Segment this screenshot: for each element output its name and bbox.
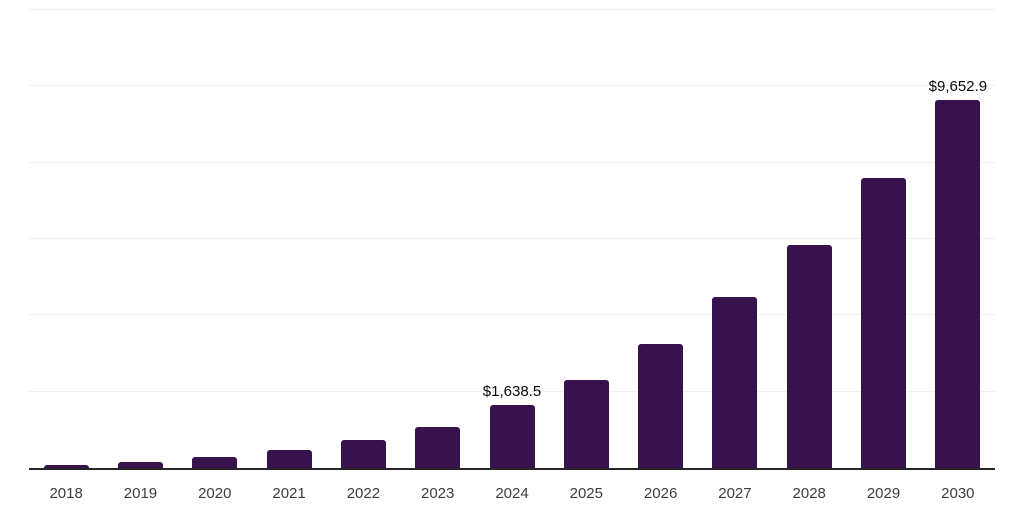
bar-2021	[266, 449, 312, 468]
x-axis-label-2029: 2029	[866, 485, 901, 502]
x-axis-label-2022: 2022	[346, 485, 381, 502]
x-axis-label-2030: 2030	[941, 485, 975, 502]
x-axis-label-2023: 2023	[421, 485, 455, 502]
x-axis-label-2025: 2025	[569, 485, 603, 502]
gridline-10000	[29, 85, 995, 87]
x-axis-label-2018: 2018	[49, 485, 83, 502]
value-label-2030: $9,652.9	[928, 77, 988, 95]
x-axis-label-2020: 2020	[198, 485, 232, 502]
bar-2024	[489, 405, 535, 468]
x-axis-label-2024: 2024	[495, 485, 529, 502]
bar-2027	[712, 297, 758, 468]
gridline-8000	[29, 161, 995, 163]
x-axis-labels: 2018 2019 2020 2021 2022 2023 2024 2025 2026 2027…	[29, 483, 995, 505]
x-axis-label-2028: 2028	[792, 485, 826, 502]
gridline-6000	[29, 238, 995, 239]
x-axis-label-2027: 2027	[718, 485, 752, 502]
bar-2022	[340, 439, 386, 468]
bar-2020	[192, 456, 238, 468]
bar-2019	[117, 462, 163, 468]
gridline-4000	[29, 314, 995, 316]
value-label-2024: $1,638.5	[482, 383, 542, 401]
x-axis-label-2026: 2026	[643, 485, 678, 502]
bar-2025	[563, 380, 609, 468]
plot-area: $1,638.5 $9,652.9	[29, 9, 995, 470]
bar-2026	[638, 344, 684, 468]
x-axis-label-2019: 2019	[123, 485, 158, 502]
bar-2029	[861, 178, 907, 468]
bar-2030	[935, 99, 981, 468]
gridline-12000	[29, 9, 995, 10]
bar-2018	[43, 465, 89, 468]
bar-2028	[786, 244, 832, 468]
x-axis-label-2021: 2021	[272, 485, 306, 502]
bar-2023	[415, 427, 461, 468]
